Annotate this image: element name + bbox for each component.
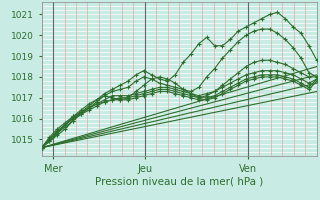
X-axis label: Pression niveau de la mer( hPa ): Pression niveau de la mer( hPa ) [95,176,263,186]
